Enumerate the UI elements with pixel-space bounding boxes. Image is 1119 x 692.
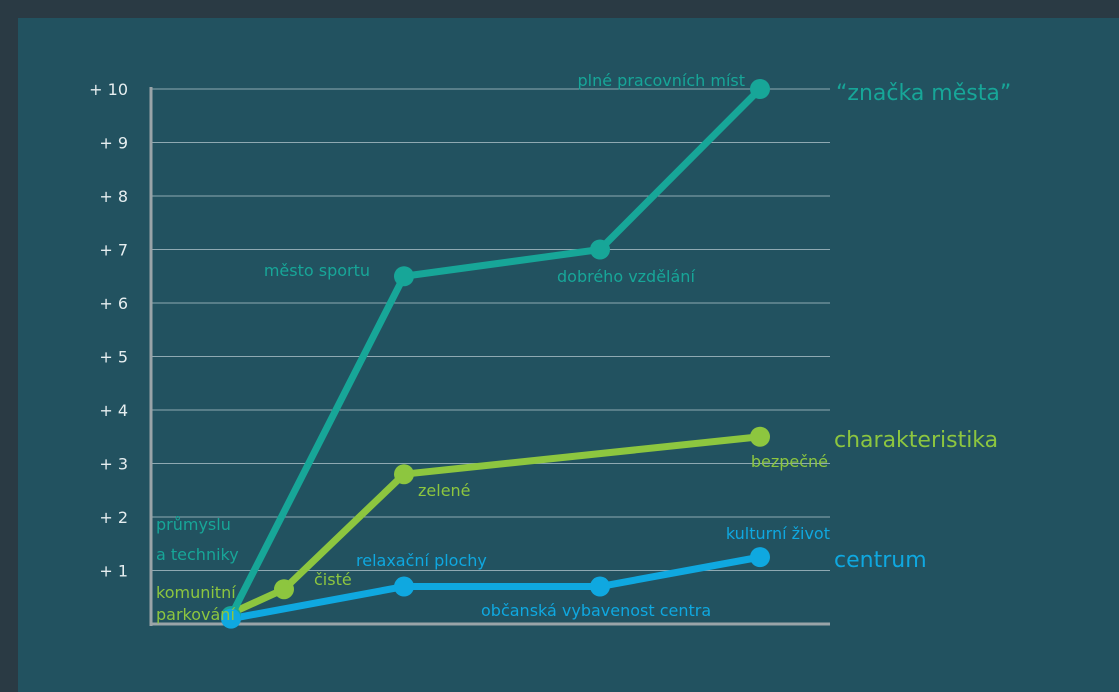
data-point [394,266,414,287]
point-label: občanská vybavenost centra [481,601,711,620]
y-tick-label: + 9 [99,134,128,153]
point-label: plné pracovních míst [577,71,745,90]
data-point [750,426,770,447]
data-point [274,579,294,600]
point-label: bezpečné [751,452,828,471]
series-line [227,85,764,620]
data-point [394,576,414,597]
y-tick-label: + 7 [99,241,128,260]
series-line [227,433,764,617]
y-tick-label: + 6 [99,294,128,313]
data-point [394,464,414,485]
y-tick-label: + 4 [99,401,128,420]
y-tick-label: + 2 [99,508,128,527]
point-label: zelené [418,481,471,500]
series-name: “značka města” [836,81,1011,106]
series-name: centrum [834,548,927,573]
y-tick-label: + 5 [99,348,128,367]
point-label: komunitní parkování [156,583,236,624]
y-tick-label: + 10 [89,80,128,99]
series-line [227,553,764,623]
point-label: relaxační plochy [356,551,487,570]
data-point [750,79,770,99]
point-label: dobrého vzdělání [557,267,695,286]
line-chart: + 1 + 2 + 3 + 4 + 5 + 6 + 7 + 8 + 9 + 10 průmyslu a… [89,71,1011,629]
data-point [221,608,241,629]
point-label: průmyslu a techniky [156,515,239,564]
chart-panel: + 1 + 2 + 3 + 4 + 5 + 6 + 7 + 8 + 9 + 10 průmyslu a… [18,18,1119,692]
series-name: charakteristika [834,428,998,453]
y-tick-label: + 8 [99,187,128,206]
y-tick-label: + 1 [99,562,128,581]
data-point [590,239,610,260]
point-label: kulturní život [726,524,830,543]
data-point [750,547,770,568]
point-label: čisté [314,570,352,589]
y-tick-label: + 3 [99,455,128,474]
data-point [590,576,610,597]
point-label: město sportu [264,261,370,280]
